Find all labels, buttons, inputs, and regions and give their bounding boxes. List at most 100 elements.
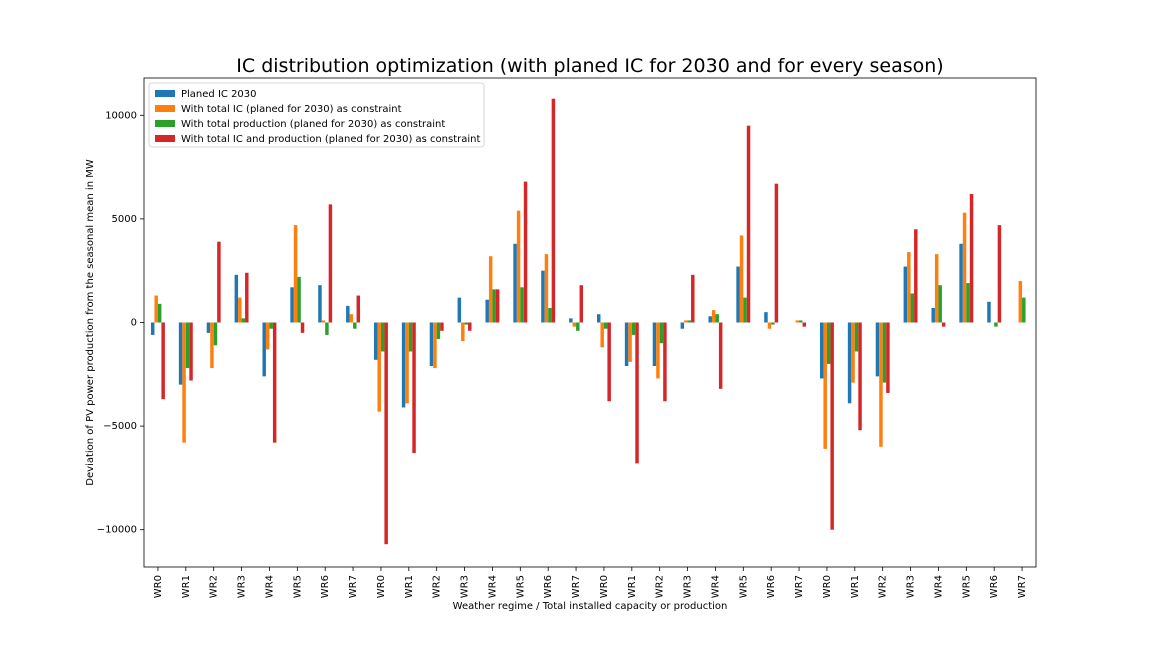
x-tick-label: WR4 xyxy=(710,575,721,598)
bar xyxy=(429,322,434,367)
y-tick-label: −10000 xyxy=(97,525,137,536)
x-tick-label: WR0 xyxy=(822,575,833,598)
bar xyxy=(934,254,939,323)
bar xyxy=(736,266,740,323)
bar xyxy=(541,270,545,323)
bar xyxy=(384,322,388,545)
bar xyxy=(823,322,827,449)
bars-layer xyxy=(150,98,1026,545)
x-tick-label: WR5 xyxy=(738,575,749,598)
axes-layer: −10000 −5000 0 5000 10000 WR0 WR1 WR2 WR3 WR4 WR5 W… xyxy=(97,77,1037,598)
bar xyxy=(994,322,998,327)
bar xyxy=(903,266,908,323)
bar xyxy=(858,322,862,431)
x-tick-label: WR6 xyxy=(989,575,1000,598)
bar xyxy=(997,225,1002,323)
legend-label: With total production (planed for 2030) … xyxy=(181,119,445,130)
bar xyxy=(680,322,685,329)
bar xyxy=(457,297,462,323)
bar xyxy=(628,322,632,362)
bar xyxy=(969,194,974,323)
x-axis-label: Weather regime / Total installed capacit… xyxy=(453,601,728,612)
bar xyxy=(771,322,775,325)
x-tick-label: WR5 xyxy=(515,575,526,598)
bar xyxy=(353,322,357,329)
bar xyxy=(293,225,298,323)
bar xyxy=(941,322,946,327)
legend-swatch xyxy=(155,135,175,142)
bar xyxy=(603,322,608,329)
bar xyxy=(440,322,444,331)
bar xyxy=(600,322,604,348)
bar xyxy=(718,322,723,389)
bar xyxy=(879,322,883,447)
y-axis-label: Deviation of PV power production from th… xyxy=(85,159,96,486)
legend: Planed IC 2030 With total IC (planed for … xyxy=(148,82,485,148)
bar xyxy=(189,322,193,381)
bar xyxy=(265,322,270,350)
bar xyxy=(290,287,294,323)
bar xyxy=(461,322,465,342)
legend-swatch xyxy=(155,90,175,97)
bar xyxy=(959,243,963,323)
bar xyxy=(185,322,190,369)
x-tick-label: WR4 xyxy=(487,575,498,598)
legend-swatch xyxy=(155,120,175,127)
bar xyxy=(262,322,266,377)
y-tick-label: 0 xyxy=(131,318,137,329)
x-tick-label: WR1 xyxy=(404,575,415,598)
x-tick-label: WR2 xyxy=(878,575,889,598)
bar xyxy=(847,322,852,404)
x-tick-label: WR3 xyxy=(683,575,694,598)
bar xyxy=(656,322,660,379)
x-tick-label: WR0 xyxy=(376,575,387,598)
bar xyxy=(408,322,413,352)
bar xyxy=(851,322,855,383)
bar xyxy=(1018,281,1023,323)
bar xyxy=(544,254,549,323)
bar xyxy=(551,98,556,323)
bar xyxy=(711,310,716,323)
y-tick-label: 10000 xyxy=(105,110,137,121)
bar xyxy=(356,295,361,323)
y-tick-label: 5000 xyxy=(112,214,137,225)
bar xyxy=(795,320,800,323)
bar xyxy=(241,318,246,323)
x-tick-label: WR3 xyxy=(237,575,248,598)
bar xyxy=(464,322,469,325)
bar xyxy=(513,243,517,323)
x-tick-label: WR4 xyxy=(264,575,275,598)
bar xyxy=(182,322,186,443)
bar xyxy=(150,322,155,335)
bar xyxy=(1022,297,1026,323)
bar xyxy=(328,204,333,323)
bar xyxy=(157,303,162,323)
x-tick-label: WR4 xyxy=(933,575,944,598)
x-tick-label: WR3 xyxy=(460,575,471,598)
bar xyxy=(987,301,991,323)
bar xyxy=(596,314,601,323)
x-tick-label: WR2 xyxy=(655,575,666,598)
bar xyxy=(234,274,239,323)
x-tick-label: WR6 xyxy=(766,575,777,598)
x-tick-label: WR7 xyxy=(571,575,582,598)
x-tick-label: WR5 xyxy=(961,575,972,598)
x-tick-label: WR2 xyxy=(432,575,443,598)
legend-box xyxy=(148,82,485,148)
bar xyxy=(907,252,911,323)
bar xyxy=(492,289,496,323)
x-tick-label: WR2 xyxy=(209,575,220,598)
bar xyxy=(607,322,611,402)
bar xyxy=(488,256,493,323)
bar xyxy=(652,322,657,367)
bar xyxy=(377,322,381,412)
chart-title: IC distribution optimization (with plane… xyxy=(236,55,943,77)
bar xyxy=(495,289,500,323)
bar xyxy=(318,285,322,323)
bar xyxy=(830,322,834,530)
x-tick-label: WR5 xyxy=(292,575,303,598)
bar xyxy=(687,320,692,323)
bar xyxy=(767,322,772,329)
